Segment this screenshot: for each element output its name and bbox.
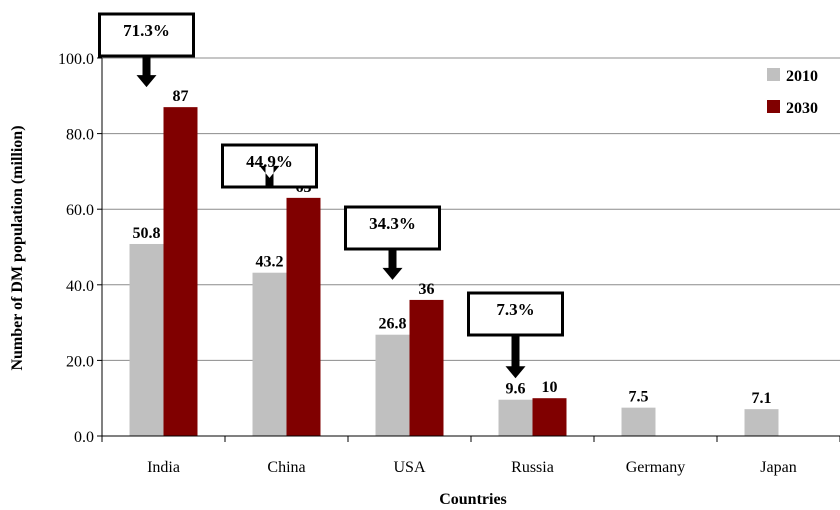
y-tick-label: 0.0: [74, 429, 94, 446]
bar-2030-india: [163, 107, 198, 436]
callout-label: 7.3%: [496, 300, 534, 319]
x-axis-title: Countries: [439, 491, 507, 508]
bar-2010-usa: [375, 334, 410, 436]
x-tick-label: Japan: [760, 459, 796, 476]
callout-label: 71.3%: [123, 21, 170, 40]
bar-2010-germany: [621, 407, 656, 436]
x-tick-label: Germany: [626, 459, 686, 476]
bar-2010-japan: [744, 409, 779, 436]
bar-2030-china: [286, 197, 321, 436]
callout-arrow: [382, 250, 403, 280]
callouts: 71.3% 44.9% 34.3% 7.3%: [98, 12, 564, 379]
y-tick-label: 100.0: [58, 51, 94, 68]
bar-2010-india: [129, 243, 164, 436]
bar-2010-china: [252, 272, 287, 436]
gridlines: [102, 57, 840, 361]
callout-box: [344, 205, 441, 251]
y-axis-title: Number of DM population (million): [9, 125, 26, 370]
callout-box: [98, 12, 195, 58]
data-label-2030-india: 87: [173, 88, 189, 105]
bar-2030-russia: [532, 398, 567, 436]
bar-2030-usa: [409, 299, 444, 436]
callout-china: 44.9%: [221, 143, 318, 189]
legend-label-2010: 2010: [786, 68, 818, 85]
legend-label-2030: 2030: [786, 100, 818, 117]
data-label-2010-japan: 7.1: [752, 390, 772, 407]
data-label-2010-russia: 9.6: [506, 381, 526, 398]
callout-label: 34.3%: [369, 214, 416, 233]
callout-arrow: [505, 336, 526, 379]
legend: 2010 2030: [767, 68, 818, 117]
bars: [129, 107, 779, 436]
callout-india: 71.3%: [98, 12, 195, 88]
callout-box: [467, 291, 564, 337]
y-axis-ticks: 0.0 20.0 40.0 60.0 80.0 100.0: [58, 51, 102, 446]
callout-label: 44.9%: [246, 152, 293, 171]
x-tick-label: Russia: [511, 459, 554, 476]
data-label-2030-usa: 36: [419, 281, 435, 298]
callout-usa: 34.3%: [344, 205, 441, 280]
callout-russia: 7.3%: [467, 291, 564, 379]
y-tick-label: 40.0: [66, 278, 94, 295]
legend-swatch-2030: [767, 100, 780, 113]
x-tick-label: USA: [393, 459, 425, 476]
callout-arrow: [259, 165, 280, 188]
x-axis: India China USA Russia Germany Japan: [101, 58, 840, 476]
x-tick-label: China: [267, 459, 305, 476]
data-label-2010-usa: 26.8: [379, 316, 407, 333]
y-tick-label: 60.0: [66, 202, 94, 219]
callout-arrow: [136, 57, 157, 88]
bar-2010-russia: [498, 399, 533, 436]
data-label-2030-russia: 10: [542, 379, 558, 396]
y-tick-label: 20.0: [66, 353, 94, 370]
x-tick-label: India: [147, 459, 180, 476]
data-label-2010-germany: 7.5: [629, 389, 649, 406]
y-tick-label: 80.0: [66, 127, 94, 144]
data-label-2010-china: 43.2: [256, 254, 284, 271]
legend-swatch-2010: [767, 68, 780, 81]
data-label-2010-india: 50.8: [133, 225, 161, 242]
